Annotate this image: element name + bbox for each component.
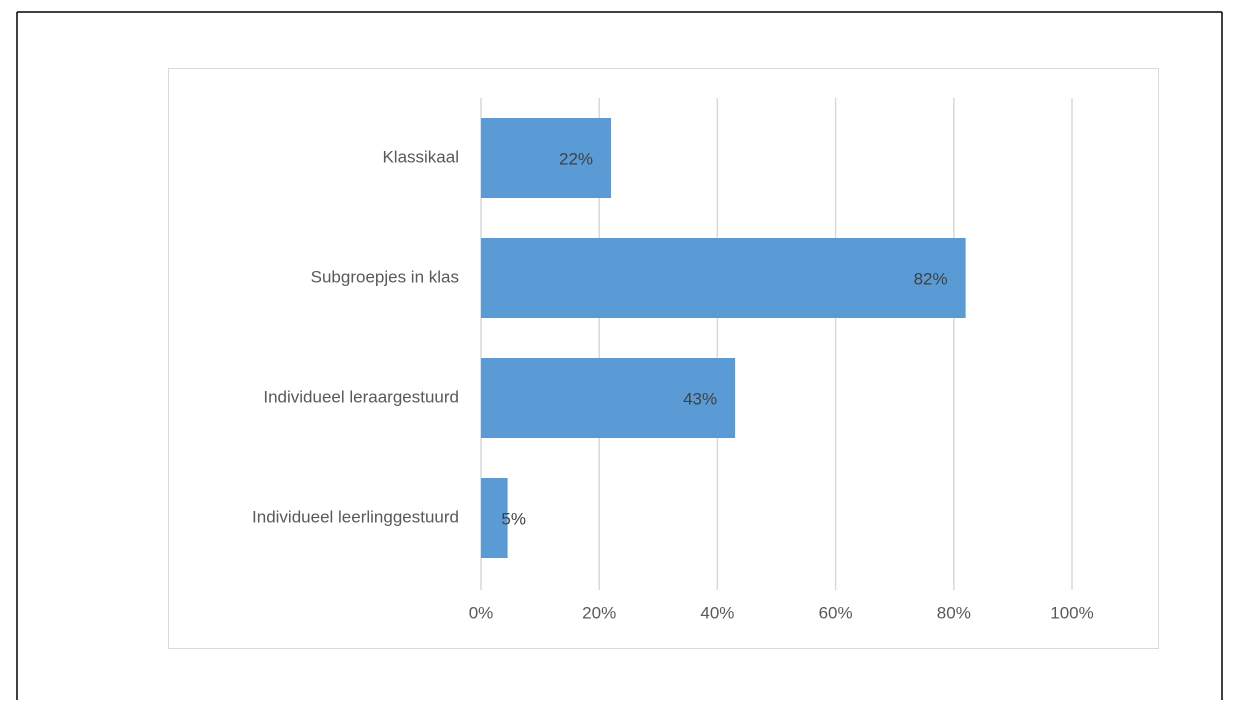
bar (481, 478, 508, 558)
data-label: 5% (501, 509, 526, 528)
x-tick-label: 20% (582, 603, 616, 622)
x-tick-label: 0% (469, 603, 494, 622)
x-tick-label: 80% (937, 603, 971, 622)
data-label: 82% (914, 269, 948, 288)
x-tick-label: 60% (819, 603, 853, 622)
data-label: 43% (683, 389, 717, 408)
bar (481, 238, 966, 318)
x-tick-label: 40% (700, 603, 734, 622)
bar (481, 118, 612, 198)
x-tick-label: 100% (1050, 603, 1093, 622)
y-tick-label: Klassikaal (382, 147, 459, 166)
bar (481, 358, 736, 438)
y-tick-label: Subgroepjes in klas (311, 267, 459, 286)
data-label: 22% (559, 149, 593, 168)
y-tick-label: Individueel leerlinggestuurd (252, 507, 459, 526)
y-tick-label: Individueel leraargestuurd (263, 387, 459, 406)
